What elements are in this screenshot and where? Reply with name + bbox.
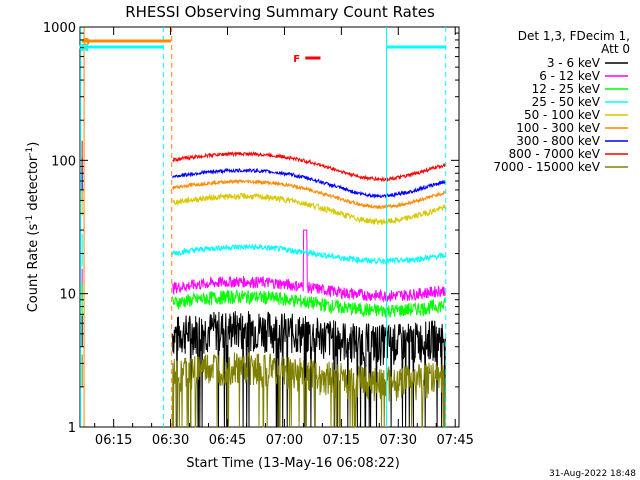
legend-header-line2: Att 0	[601, 42, 630, 56]
y-axis-label: Count Rate (s-1 detector-1)	[25, 142, 41, 313]
series-line-1	[172, 229, 446, 303]
series-line-8	[172, 352, 446, 428]
axis-layer: 06:15 06:30 06:45 07:00 07:15 07:30 07:45 1 10 10…	[43, 21, 474, 448]
series-line-3	[172, 243, 446, 266]
series-layer	[81, 140, 446, 428]
legend-label-4: 50 - 100 keV	[524, 108, 601, 122]
y-tick-label-1: 10	[59, 288, 76, 303]
x-tick-label-2: 06:45	[209, 433, 246, 448]
chart-title: RHESSI Observing Summary Count Rates	[125, 3, 435, 21]
legend-label-8: 7000 - 15000 keV	[493, 160, 600, 174]
legend-label-5: 100 - 300 keV	[516, 121, 600, 135]
x-tick-label-6: 07:45	[436, 433, 473, 448]
y-axis-label-sup1: -1	[25, 215, 35, 224]
marker-label-N: N	[81, 43, 89, 54]
y-tick-label-0: 1	[68, 421, 76, 436]
y-axis-label-sup2: -1	[25, 147, 35, 156]
overlay-layer: SN F	[79, 27, 447, 427]
series-line-2	[172, 288, 446, 318]
marker-label-S: S	[83, 37, 90, 48]
footer-timestamp: 31-Aug-2022 18:48	[549, 469, 636, 479]
legend-label-7: 800 - 7000 keV	[509, 147, 601, 161]
legend-header-line1: Det 1,3, FDecim 1,	[518, 29, 630, 43]
series-line-0	[172, 311, 446, 428]
legend-label-6: 300 - 800 keV	[516, 134, 600, 148]
legend-label-2: 12 - 25 keV	[532, 82, 601, 96]
x-axis-label: Start Time (13-May-16 06:08:22)	[186, 456, 400, 471]
marker-label-F: F	[293, 54, 300, 65]
plot-frame	[79, 26, 460, 428]
legend-label-3: 25 - 50 keV	[532, 95, 601, 109]
y-axis-label-a: Count Rate (s	[26, 224, 41, 313]
y-axis-label-b: detector	[26, 155, 41, 215]
y-tick-label-3: 1000	[43, 21, 76, 36]
x-tick-label-1: 06:30	[152, 433, 189, 448]
x-tick-label-0: 06:15	[95, 433, 132, 448]
series-line-5	[172, 178, 446, 210]
series-line-7	[172, 151, 446, 183]
x-tick-label-5: 07:30	[380, 433, 417, 448]
x-tick-label-3: 07:00	[266, 433, 303, 448]
y-axis-label-c: )	[26, 142, 41, 147]
series-line-4	[172, 192, 446, 226]
legend-label-0: 3 - 6 keV	[547, 56, 601, 70]
x-tick-label-4: 07:15	[323, 433, 360, 448]
y-tick-label-2: 100	[51, 154, 76, 169]
series-line-6	[172, 167, 446, 199]
legend-label-1: 6 - 12 keV	[539, 69, 601, 83]
